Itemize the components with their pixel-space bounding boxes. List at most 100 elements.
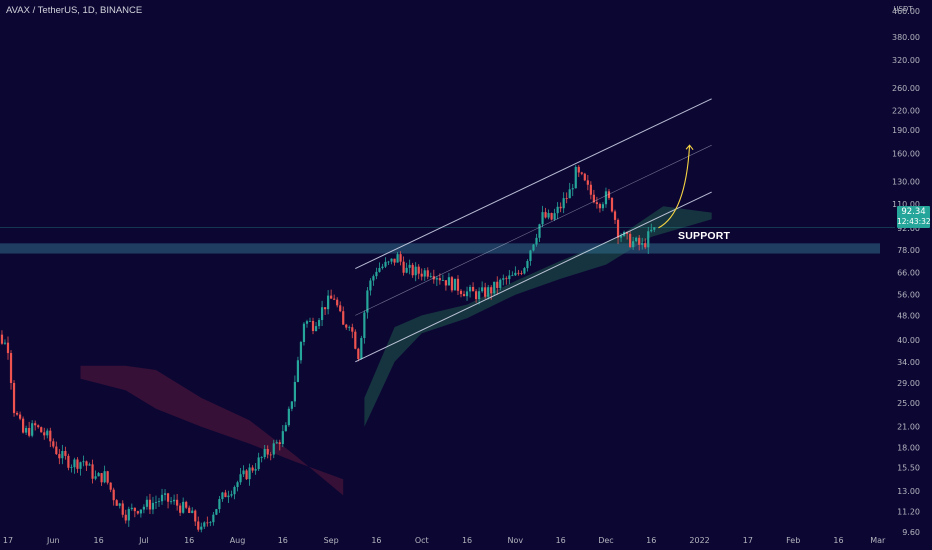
candle-body	[351, 327, 354, 332]
candle-body	[387, 261, 390, 263]
candle-body	[616, 219, 620, 238]
candle-body	[363, 312, 366, 339]
y-tick-label: 25.00	[897, 399, 920, 408]
candle-body	[37, 425, 40, 428]
y-tick-label: 460.00	[892, 7, 920, 16]
candle-body	[423, 270, 426, 277]
candle-body	[638, 237, 641, 245]
candle-body	[487, 287, 490, 297]
y-tick-label: 48.00	[897, 311, 920, 320]
candle-body	[456, 278, 460, 291]
candle-body	[571, 188, 574, 190]
candle-body	[22, 418, 25, 433]
candle-body	[176, 499, 179, 506]
candle-body	[118, 503, 121, 506]
candle-body	[46, 430, 49, 436]
candle-body	[468, 286, 472, 292]
candle-body	[166, 493, 170, 502]
candle-body	[317, 320, 321, 327]
candle-body	[194, 510, 197, 522]
candle-body	[151, 502, 155, 510]
candle-body	[254, 469, 257, 471]
x-tick-label: 16	[94, 536, 104, 545]
candle-body	[221, 492, 224, 500]
candle-body	[604, 191, 608, 205]
candle-body	[73, 459, 76, 468]
candle-body	[40, 427, 43, 433]
candle-body	[70, 467, 73, 468]
candle-body	[360, 338, 363, 360]
y-tick-label: 40.00	[897, 336, 920, 345]
candle-body	[405, 267, 408, 273]
candle-body	[348, 327, 351, 329]
candle-body	[556, 206, 559, 214]
x-axis: 17 Jun 16 Jul 16 Aug 16 Sep 16 Oct 16 Nov 16 Dec 16 202…	[3, 536, 886, 545]
candle-body	[438, 278, 441, 281]
x-tick-label: 16	[833, 536, 843, 545]
candle-body	[354, 331, 357, 349]
candle-body	[18, 414, 22, 419]
last-price-value: 92.34	[901, 207, 926, 217]
candle-body	[496, 281, 499, 288]
candle-body	[411, 264, 414, 276]
candle-body	[106, 471, 109, 483]
candle-body	[245, 470, 248, 480]
candle-body	[188, 507, 191, 514]
candle-body	[85, 461, 88, 466]
y-axis-unit: USDT	[893, 5, 913, 13]
candle-body	[562, 198, 565, 209]
x-tick-label: Nov	[508, 536, 524, 545]
candle-body	[82, 461, 85, 463]
y-tick-label: 9.60	[902, 528, 920, 537]
candle-body	[375, 271, 378, 277]
support-label: SUPPORT	[678, 230, 731, 242]
candle-body	[145, 499, 149, 507]
candle-body	[142, 506, 145, 510]
candle-body	[3, 342, 7, 344]
candle-body	[574, 166, 577, 189]
candle-body	[257, 457, 260, 470]
x-tick-label: Feb	[786, 536, 800, 545]
candle-body	[49, 430, 52, 442]
candle-body	[287, 408, 290, 426]
candle-body	[420, 273, 423, 277]
candle-body	[426, 270, 429, 277]
y-tick-label: 21.00	[897, 423, 920, 432]
candle-body	[598, 204, 602, 209]
candle-body	[490, 287, 493, 294]
candle-body	[553, 213, 556, 220]
candle-body	[650, 229, 653, 232]
candle-body	[384, 261, 387, 267]
x-tick-label: Jul	[138, 536, 149, 545]
candle-body	[28, 427, 31, 436]
candle-body	[130, 507, 133, 510]
candle-body	[79, 462, 82, 469]
candle-body	[179, 505, 182, 513]
x-tick-label: 17	[3, 536, 13, 545]
x-tick-label: Jun	[46, 536, 60, 545]
candle-body	[577, 166, 580, 173]
candle-body	[535, 237, 538, 245]
candle-body	[97, 473, 100, 477]
y-tick-label: 130.00	[892, 177, 920, 186]
candle-body	[260, 457, 263, 458]
candle-body	[462, 294, 466, 297]
price-channel	[355, 98, 712, 363]
candle-body	[169, 501, 173, 503]
candle-body	[586, 180, 589, 185]
bar-countdown: 12:43:32	[897, 217, 931, 226]
y-tick-label: 260.00	[892, 84, 920, 93]
candle-body	[393, 258, 396, 263]
candle-body	[592, 194, 595, 203]
candle-body	[182, 501, 185, 513]
candle-body	[115, 500, 118, 506]
candle-body	[333, 298, 336, 300]
candle-body	[532, 244, 535, 251]
candle-body	[191, 510, 194, 514]
candle-body	[293, 381, 296, 402]
y-tick-label: 66.00	[897, 269, 920, 278]
candle-body	[568, 189, 571, 199]
projection-arrowhead	[685, 144, 694, 151]
candle-body	[459, 290, 463, 295]
candle-body	[230, 494, 233, 496]
